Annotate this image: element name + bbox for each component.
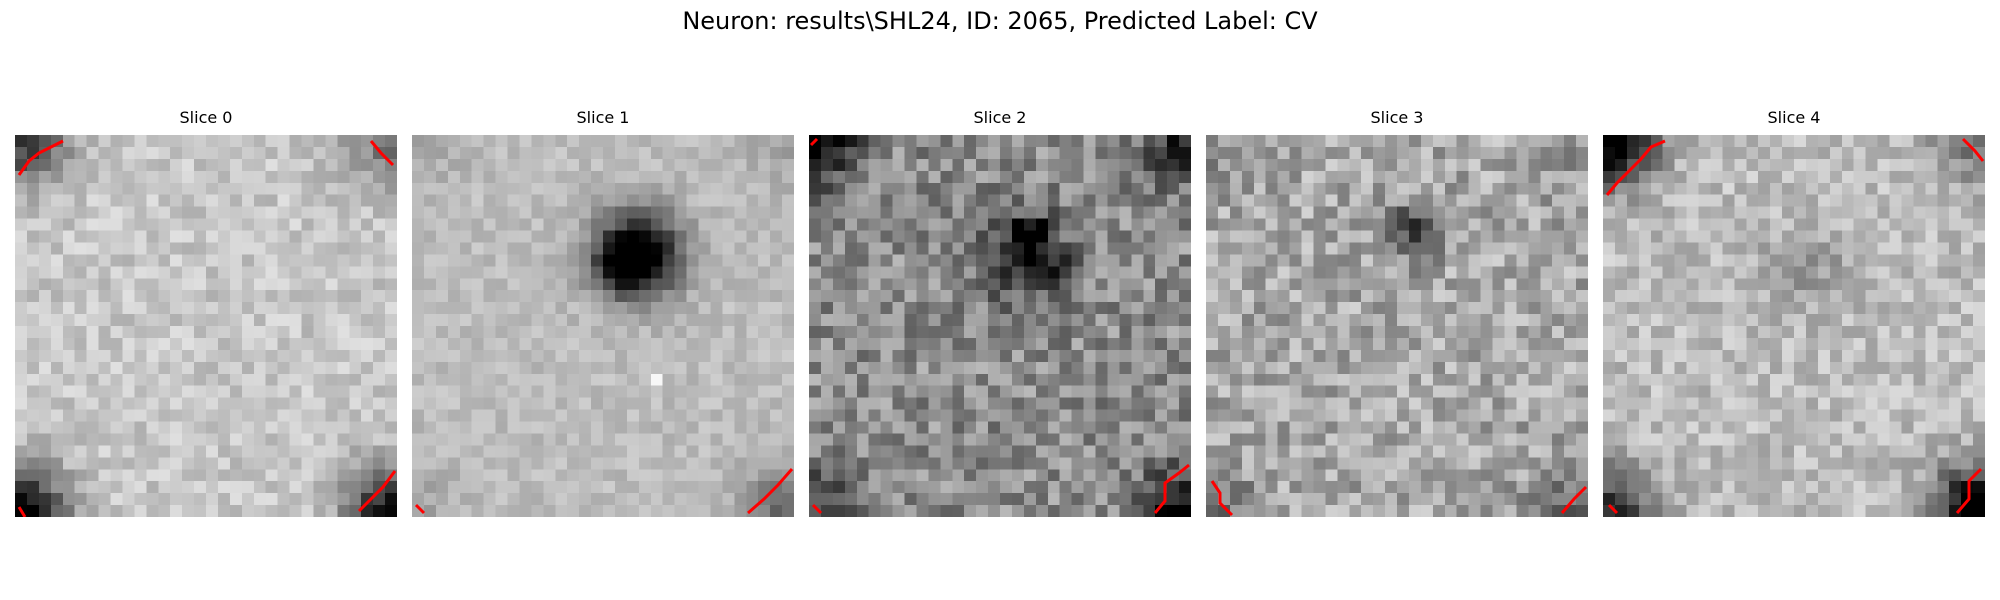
slice-image-3 xyxy=(1206,135,1588,517)
slice-title-0: Slice 0 xyxy=(179,108,233,127)
slice-title-2: Slice 2 xyxy=(973,108,1027,127)
slice-title-4: Slice 4 xyxy=(1767,108,1821,127)
slice-panel-4: Slice 4 xyxy=(1603,108,1985,517)
slice-panel-2: Slice 2 xyxy=(809,108,1191,517)
slice-image-4 xyxy=(1603,135,1985,517)
slice-panel-3: Slice 3 xyxy=(1206,108,1588,517)
slice-panel-0: Slice 0 xyxy=(15,108,397,517)
slice-image-1 xyxy=(412,135,794,517)
slice-panel-1: Slice 1 xyxy=(412,108,794,517)
slice-title-1: Slice 1 xyxy=(576,108,630,127)
figure-title: Neuron: results\SHL24, ID: 2065, Predict… xyxy=(682,7,1318,35)
slice-image-2 xyxy=(809,135,1191,517)
slice-image-0 xyxy=(15,135,397,517)
slice-title-3: Slice 3 xyxy=(1370,108,1424,127)
